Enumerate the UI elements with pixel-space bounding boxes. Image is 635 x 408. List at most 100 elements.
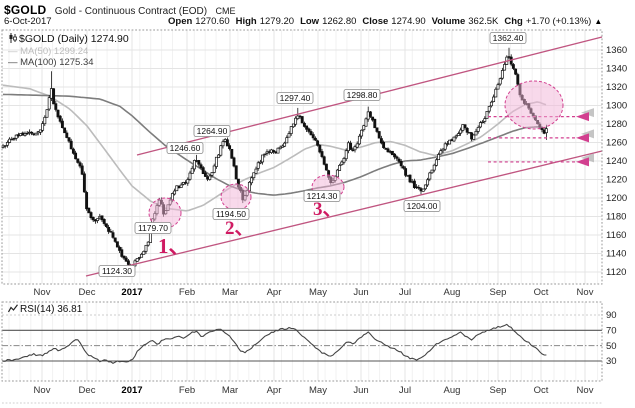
candle-body <box>212 165 216 173</box>
price-tick-label: 1160 <box>606 230 626 241</box>
price-callout-box <box>212 208 250 220</box>
candle-body <box>360 129 364 137</box>
candle-body <box>452 136 456 142</box>
rsi-pane-bg <box>2 302 602 381</box>
candle-body <box>514 68 518 75</box>
quote-row: 6-Oct-2017 Open 1270.60 High 1279.20 Low 1262.… <box>4 16 632 27</box>
candle-body <box>111 232 115 238</box>
candle-body <box>364 118 368 127</box>
candle-body <box>63 127 67 134</box>
candle-body <box>104 223 108 227</box>
candle-body <box>219 145 223 156</box>
month-label: Aug <box>444 385 461 396</box>
candle-body <box>401 166 405 169</box>
month-label: Jun <box>353 385 368 396</box>
ma100-line <box>2 93 547 196</box>
candle-body <box>30 131 34 134</box>
candle-body <box>192 160 196 170</box>
candle-body <box>478 122 482 128</box>
candle-body <box>408 174 412 183</box>
symbol: $GOLD <box>4 3 47 17</box>
candle-body <box>294 117 298 125</box>
candle-body <box>412 180 416 188</box>
channel-lower-line <box>85 150 603 277</box>
candle-body <box>437 154 441 160</box>
month-label: Nov <box>34 385 51 396</box>
chg-value: +1.70 (+0.13%) <box>525 16 592 27</box>
candle-body <box>45 109 49 118</box>
candle-body <box>102 218 106 224</box>
candle-body <box>12 138 16 140</box>
month-label: 2017 <box>121 385 142 396</box>
candle-body <box>379 138 383 144</box>
candle-body <box>67 137 71 142</box>
candle-body <box>52 88 56 105</box>
candle-body <box>439 150 443 155</box>
month-label: May <box>309 385 327 396</box>
candle-body <box>404 168 408 176</box>
candle-body <box>430 169 434 174</box>
candle-body <box>258 161 262 164</box>
candle-body <box>82 173 86 193</box>
candle-body <box>289 126 293 134</box>
month-label: 2017 <box>121 287 142 298</box>
candle-body <box>386 148 390 153</box>
candle-body <box>397 158 401 162</box>
candle-body <box>225 139 229 147</box>
candle-body <box>8 138 12 143</box>
candle-body <box>428 172 432 180</box>
candle-body <box>25 132 29 135</box>
candle-body <box>74 152 78 160</box>
candle-body <box>375 127 379 132</box>
month-label: Sep <box>490 385 507 396</box>
candle-body <box>203 172 207 177</box>
ma50-line <box>2 84 547 212</box>
month-label: Jul <box>399 385 411 396</box>
candle-body <box>485 111 489 119</box>
price-callout-text: 1179.70 <box>138 223 168 233</box>
legend-ma100: — MA(100) 1275.34 <box>8 57 94 68</box>
month-label: Aug <box>444 287 461 298</box>
candle-body <box>498 78 502 85</box>
candle-body <box>503 64 507 71</box>
candle-body <box>247 181 251 192</box>
candle-body <box>272 150 276 153</box>
legend-ma50: — MA(50) 1299.24 <box>8 46 88 57</box>
support-arrow-left-icon <box>576 133 589 143</box>
month-label: May <box>309 287 327 298</box>
candle-body <box>113 237 117 242</box>
candle-body <box>463 124 467 129</box>
candle-body <box>322 156 326 165</box>
open-label: Open <box>168 16 193 27</box>
candle-body <box>324 163 328 171</box>
month-label: Nov <box>577 385 594 396</box>
candle-body <box>483 118 487 122</box>
candle-body <box>80 165 84 175</box>
candle-body <box>256 162 260 169</box>
price-callout-text: 1124.30 <box>102 266 132 276</box>
chg-label: Chg <box>504 16 523 27</box>
candle-body <box>186 179 190 184</box>
candle-body <box>109 231 113 233</box>
month-label: Feb <box>179 287 195 298</box>
rsi-line <box>2 323 547 364</box>
month-label: Sep <box>490 287 507 298</box>
candle-body <box>124 257 128 262</box>
candle-body <box>313 137 317 141</box>
candle-body <box>100 215 104 221</box>
price-callout-box <box>343 89 381 101</box>
wave-count-3: 3、 <box>313 199 342 220</box>
candle-body <box>423 184 427 190</box>
candle-body <box>23 133 27 136</box>
candle-body <box>393 153 397 158</box>
candle-body <box>173 190 177 195</box>
candle-body <box>142 250 146 255</box>
candle-body <box>91 216 95 221</box>
volume-label: Volume <box>431 16 466 27</box>
candle-body <box>78 162 82 167</box>
price-tick-label: 1320 <box>606 82 627 93</box>
candle-body <box>318 145 322 153</box>
legend-ma100-text: MA(100) 1275.34 <box>20 57 94 68</box>
candle-body <box>285 137 289 144</box>
candle-body <box>278 146 282 150</box>
